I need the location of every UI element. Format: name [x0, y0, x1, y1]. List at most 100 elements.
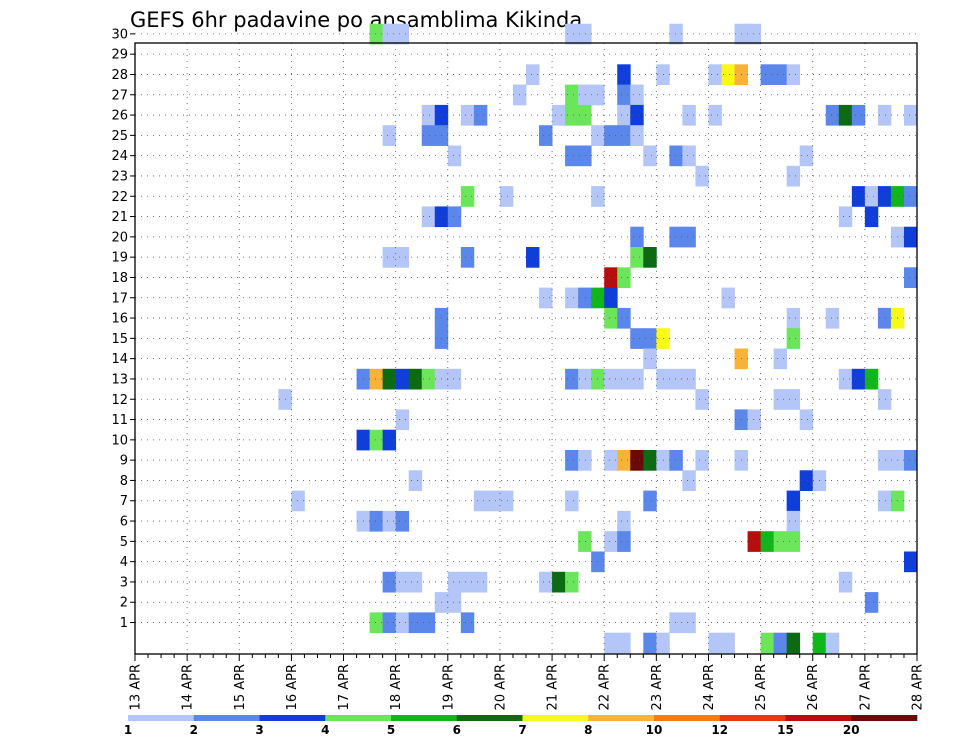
heatmap-cell	[903, 551, 918, 573]
heatmap-cell	[643, 490, 657, 512]
heatmap-cell	[460, 612, 475, 634]
heatmap-cell	[408, 612, 423, 634]
heatmap-cell	[408, 368, 423, 390]
y-tick-label: 4	[120, 555, 128, 570]
heatmap-cell	[617, 64, 631, 86]
heatmap-cell	[630, 450, 644, 471]
y-tick-label: 19	[111, 251, 128, 266]
y-tick-label: 3	[120, 575, 128, 590]
heatmap-cell	[539, 125, 553, 146]
heatmap-cell	[565, 23, 579, 45]
heatmap-cell	[864, 206, 879, 228]
heatmap-cell	[708, 64, 722, 86]
heatmap-cell	[747, 409, 761, 431]
y-tick-label: 27	[111, 88, 128, 103]
heatmap-cell	[382, 368, 397, 390]
heatmap-cell	[864, 186, 879, 207]
y-axis: 1234567891011121314151617181920212223242…	[111, 27, 135, 631]
x-tick-label: 13 APR	[129, 664, 144, 710]
legend-color-swatch	[522, 715, 589, 721]
x-tick-label: 21 APR	[546, 664, 561, 710]
heatmap-cell	[460, 247, 475, 268]
heatmap-cell	[877, 104, 892, 126]
y-tick-label: 15	[111, 332, 128, 347]
heatmap-cell	[877, 389, 892, 410]
y-tick-label: 20	[111, 230, 128, 245]
heatmap-cell	[421, 125, 436, 146]
heatmap-cell	[669, 145, 683, 167]
heatmap-cell	[421, 368, 436, 390]
x-tick-label: 17 APR	[337, 664, 352, 710]
heatmap-cell	[617, 125, 631, 146]
heatmap-cell	[460, 571, 475, 593]
heatmap-cell	[395, 612, 410, 634]
heatmap-cell	[617, 510, 631, 532]
heatmap-cell	[721, 632, 735, 654]
heatmap-cell	[864, 592, 879, 613]
heatmap-cell	[877, 490, 892, 512]
legend-boundary-label: 6	[453, 723, 461, 737]
heatmap-cell	[499, 186, 514, 207]
heatmap-cell	[773, 632, 788, 654]
legend-color-swatch	[785, 715, 852, 721]
heatmap-cell	[643, 632, 657, 654]
heatmap-cell	[604, 531, 618, 552]
heatmap-cell	[851, 104, 866, 126]
heatmap-cell	[395, 23, 410, 45]
heatmap-cell	[838, 368, 853, 390]
heatmap-cell	[460, 104, 475, 126]
legend-color-swatch	[391, 715, 458, 721]
x-tick-label: 16 APR	[285, 664, 300, 710]
x-tick-label: 19 APR	[441, 664, 456, 710]
heatmap-cell	[786, 510, 801, 532]
heatmap-cell	[669, 226, 683, 248]
legend-boundary-label: 20	[843, 723, 860, 737]
color-legend: 1 2 3 4 5 6 7 8 10 12 15 20	[124, 715, 918, 737]
heatmap-cell	[565, 450, 579, 471]
y-tick-label: 28	[111, 68, 128, 83]
heatmap-cell	[643, 145, 657, 167]
heatmap-cell	[617, 632, 631, 654]
heatmap-cell	[682, 145, 696, 167]
heatmap-cell	[812, 632, 827, 654]
legend-color-swatch	[259, 715, 326, 721]
legend-color-swatch	[851, 715, 918, 721]
heatmap-cell	[786, 490, 801, 512]
heatmap-cell	[382, 429, 397, 451]
heatmap-cell	[604, 632, 618, 654]
heatmap-cell	[395, 510, 410, 532]
heatmap-cell	[747, 531, 761, 552]
legend-color-swatch	[193, 715, 260, 721]
heatmap-cell	[630, 104, 644, 126]
y-tick-label: 30	[111, 27, 128, 42]
heatmap-cell	[630, 84, 644, 106]
heatmap-cell	[604, 125, 618, 146]
x-tick-label: 18 APR	[389, 664, 404, 710]
heatmap-cell	[786, 307, 801, 329]
x-tick-label: 28 APR	[911, 664, 926, 710]
y-tick-label: 29	[111, 48, 128, 63]
heatmap-cell	[382, 510, 397, 532]
heatmap-cell	[656, 632, 670, 654]
heatmap-cell	[773, 64, 788, 86]
heatmap-cell	[578, 287, 592, 309]
x-tick-label: 25 APR	[754, 664, 769, 710]
heatmap-cell	[421, 104, 436, 126]
heatmap-cell	[382, 247, 397, 268]
heatmap-cell	[630, 247, 644, 268]
heatmap-cell	[630, 226, 644, 248]
heatmap-cell	[682, 470, 696, 491]
legend-boundary-label: 2	[190, 723, 198, 737]
heatmap-cell	[903, 450, 918, 471]
heatmap-cell	[786, 328, 801, 349]
y-tick-label: 5	[120, 535, 128, 550]
heatmap-cell	[447, 592, 462, 613]
heatmap-cell	[643, 348, 657, 370]
heatmap-cell	[565, 287, 579, 309]
heatmap-cell	[903, 226, 918, 248]
legend-boundary-label: 5	[387, 723, 395, 737]
heatmap-cell	[460, 186, 475, 207]
heatmap-cell	[799, 470, 814, 491]
heatmap-cell	[721, 64, 735, 86]
